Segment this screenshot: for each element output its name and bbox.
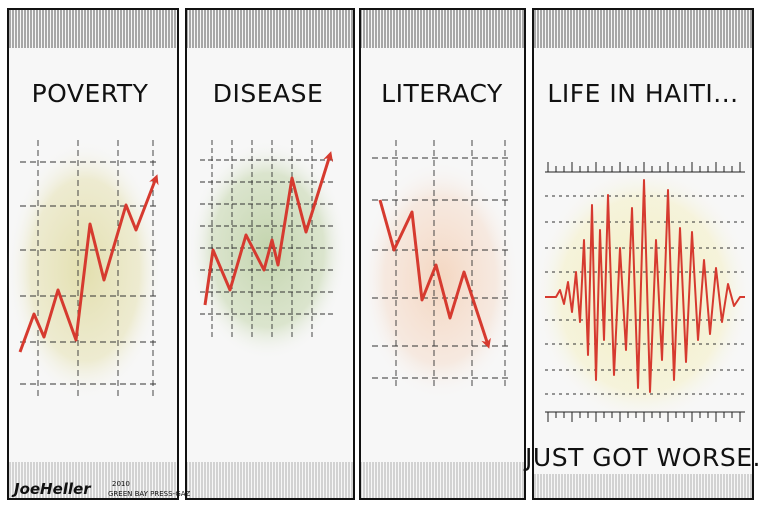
- seismograph-top-ruler: [545, 162, 745, 173]
- panel-life-in-haiti: LIFE IN HAITI... JUST GOT WORSE.: [523, 8, 760, 500]
- seismograph-wave: [545, 179, 745, 393]
- literacy-trend-line: [378, 199, 491, 349]
- panel-caption-literacy: LITERACY: [381, 79, 503, 108]
- literacy-grid: [372, 140, 512, 390]
- signature-year: 2010: [112, 480, 130, 488]
- punchline: JUST GOT WORSE.: [523, 443, 760, 472]
- panel-caption-disease: DISEASE: [213, 79, 324, 108]
- panel-caption-poverty: POVERTY: [32, 79, 149, 108]
- panel-disease: DISEASE: [185, 8, 355, 500]
- seismograph-bottom-ruler: [545, 411, 745, 422]
- poverty-trend-line: [18, 174, 159, 353]
- panel-literacy: LITERACY: [359, 8, 526, 500]
- panel-poverty: POVERTY: [7, 8, 179, 500]
- signature-name: JoeHeller: [11, 480, 92, 498]
- disease-grid: [200, 140, 335, 340]
- artist-signature: JoeHeller 2010 GREEN BAY PRESS-GAZ: [11, 480, 191, 498]
- panel-caption-life-in-haiti: LIFE IN HAITI...: [547, 79, 738, 108]
- signature-credit: GREEN BAY PRESS-GAZ: [108, 490, 191, 498]
- disease-trend-line: [203, 151, 333, 306]
